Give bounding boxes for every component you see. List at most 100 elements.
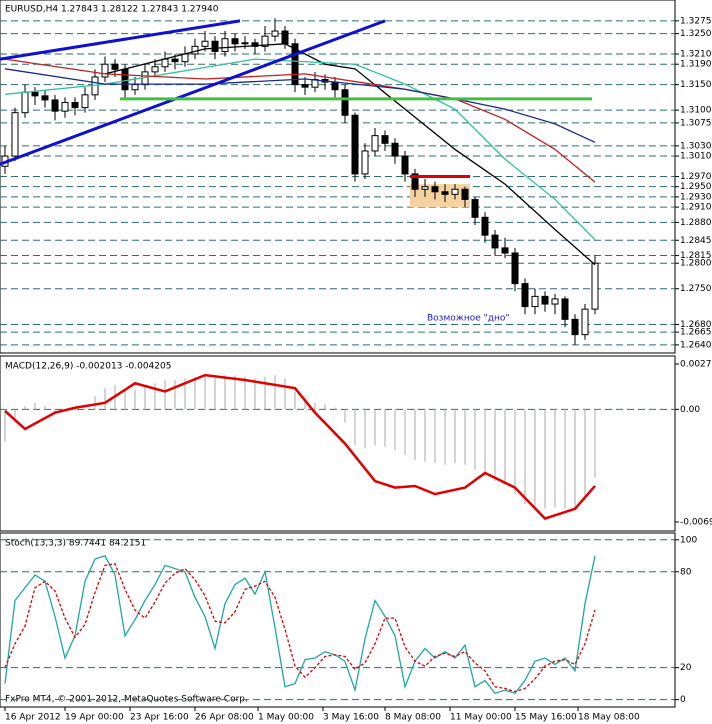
trendline: [0, 19, 241, 61]
y-tick-label: 0: [680, 695, 686, 705]
x-tick-label: 1 May 00:00: [258, 713, 314, 723]
y-tick-label: 1.2815: [680, 251, 712, 261]
y-tick-label: 1.2930: [680, 192, 712, 202]
y-tick-label: 1.3075: [680, 118, 712, 128]
candle-body: [441, 191, 449, 195]
candle-body: [101, 63, 109, 78]
candle-body: [191, 45, 199, 55]
candle-body: [531, 295, 539, 308]
y-tick-label: 1.2880: [680, 218, 712, 228]
y-tick-label: 1.2680: [680, 320, 712, 330]
candle-body: [331, 81, 339, 91]
candle-body: [71, 101, 79, 109]
candle-body: [361, 150, 369, 175]
x-tick-label: 15 May 16:00: [515, 713, 577, 723]
y-tick-label: 80: [680, 567, 692, 577]
candle-body: [111, 63, 119, 70]
moving-average: [4, 58, 596, 241]
stoch-line: [4, 563, 596, 693]
x-tick-label: 3 May 16:00: [323, 713, 379, 723]
candle-body: [41, 95, 49, 101]
candle-body: [341, 89, 349, 116]
candle-body: [301, 84, 309, 88]
candle-body: [581, 308, 589, 336]
candle-body: [591, 262, 599, 310]
candle-body: [31, 91, 39, 97]
x-tick-label: 23 Apr 16:00: [130, 713, 189, 723]
annotation: Возможное "дно": [427, 314, 510, 324]
candle-body: [421, 186, 429, 190]
candle-body: [261, 35, 269, 47]
candle-body: [131, 84, 139, 91]
y-tick-label: 0.00: [680, 405, 700, 415]
zone: [410, 184, 470, 208]
y-tick-label: 1.2950: [680, 182, 712, 192]
y-tick-label: 1.3100: [680, 106, 712, 116]
moving-average: [4, 68, 596, 143]
candle-body: [411, 173, 419, 190]
y-tick-label: 1.3150: [680, 80, 712, 90]
candle-body: [161, 58, 169, 68]
candle-body: [351, 114, 359, 175]
y-tick-label: 1.3210: [680, 50, 712, 60]
y-tick-label: 1.2640: [680, 340, 712, 350]
signal-line: [4, 373, 596, 521]
candle-body: [151, 66, 159, 73]
macd-title: MACD(12,26,9) -0.002013 -0.004205: [5, 362, 171, 372]
x-tick-label: 11 May 00:00: [450, 713, 512, 723]
candle-body: [521, 283, 529, 308]
candle-body: [221, 38, 229, 52]
x-tick-label: 26 Apr 08:00: [195, 713, 254, 723]
x-tick-label: 18 May 08:00: [578, 713, 640, 723]
candle-body: [491, 234, 499, 249]
y-tick-label: 1.3275: [680, 16, 712, 26]
candle-body: [11, 112, 19, 157]
y-tick-label: 1.2800: [680, 259, 712, 269]
candle-body: [481, 216, 489, 236]
candle-body: [21, 91, 29, 114]
candle-body: [241, 42, 249, 45]
candle-body: [451, 188, 459, 195]
candle-body: [81, 94, 89, 109]
candle-body: [501, 247, 509, 254]
candle-body: [381, 135, 389, 144]
candle-body: [471, 198, 479, 218]
y-tick-label: 1.2665: [680, 328, 712, 338]
chart-title: EURUSD,H4 1.27843 1.28122 1.27843 1.2794…: [5, 5, 219, 15]
candle-body: [291, 43, 299, 86]
trendline: [0, 19, 386, 166]
candle-body: [371, 135, 379, 152]
macd-panel: [0, 355, 676, 532]
candle-body: [51, 99, 59, 112]
candle-body: [231, 38, 239, 45]
candle-body: [401, 155, 409, 175]
stoch-title: Stoch(13,3,3) 89.7441 84.2151: [5, 539, 146, 549]
moving-average: [104, 43, 596, 266]
candle-body: [271, 30, 279, 37]
candle-body: [181, 53, 189, 63]
candle-body: [201, 40, 209, 47]
y-tick-label: 20: [680, 663, 692, 673]
x-tick-label: 8 May 08:00: [385, 713, 441, 723]
candle-body: [561, 298, 569, 320]
y-tick-label: 1.2845: [680, 236, 712, 246]
y-tick-label: 1.3250: [680, 29, 712, 39]
y-tick-label: 100: [680, 535, 697, 545]
y-tick-label: 1.2750: [680, 284, 712, 294]
candle-body: [211, 40, 219, 52]
x-tick-label: 16 Apr 2012: [5, 713, 61, 723]
candle-body: [281, 30, 289, 45]
candle-body: [551, 298, 559, 305]
y-tick-label: 0.00278: [680, 360, 712, 370]
candle-body: [431, 186, 439, 193]
y-tick-label: 1.3190: [680, 60, 712, 70]
stoch-panel: [0, 532, 676, 708]
candle-body: [61, 101, 69, 112]
y-tick-label: 1.2910: [680, 203, 712, 213]
y-tick-label: 1.3010: [680, 152, 712, 162]
y-tick-label: 1.2970: [680, 172, 712, 182]
x-tick-label: 19 Apr 00:00: [65, 713, 124, 723]
candle-body: [391, 142, 399, 157]
